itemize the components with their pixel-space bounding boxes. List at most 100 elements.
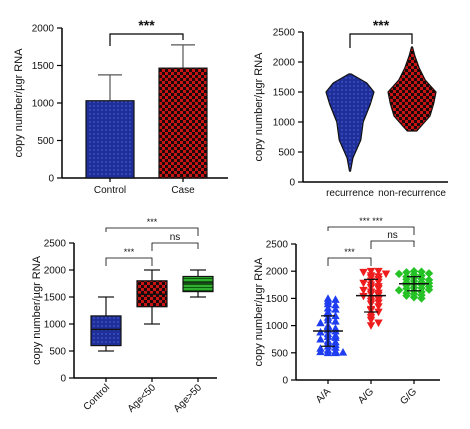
scatter-point <box>374 285 383 293</box>
y-tick-label: 2500 <box>273 28 296 39</box>
scatter-point <box>323 348 333 357</box>
x-tick-label: Control <box>94 185 126 196</box>
scatter-point <box>374 267 383 276</box>
scatter-point <box>424 269 434 278</box>
scatter-point <box>402 291 411 300</box>
scatter-point <box>323 303 333 312</box>
y-tick-label: 500 <box>271 348 288 359</box>
y-tick-label: 2500 <box>44 239 67 250</box>
violin-chart-panel: 0 500 1000 1500 2000 2500 copy number/µgr RNA r… <box>253 17 448 199</box>
scatter-point <box>374 308 383 317</box>
violin-shape <box>325 73 375 172</box>
x-tick-label: G/G <box>398 386 419 407</box>
significance-bracket <box>105 227 199 236</box>
scatter-point <box>331 295 340 303</box>
y-tick-label: 1000 <box>44 320 67 331</box>
scatter-point <box>331 305 340 313</box>
scatter-point <box>359 268 368 277</box>
significance-bracket <box>370 240 415 249</box>
y-axis-label: copy number/µgr RNA <box>13 48 25 158</box>
significance-stars: *** <box>344 247 355 257</box>
scatter-point <box>331 333 340 341</box>
y-tick-label: 500 <box>37 136 54 147</box>
scatter-point <box>323 309 333 317</box>
scatter-point <box>331 300 340 309</box>
scatter-point <box>409 293 419 302</box>
y-tick-label: 2000 <box>266 267 289 278</box>
x-tick-label: A/A <box>314 386 333 405</box>
y-tick-label: 1000 <box>266 321 289 332</box>
significance-bracket <box>109 33 184 46</box>
scatter-point <box>374 299 383 307</box>
scatter-point <box>374 319 383 328</box>
y-axis-label: copy number/µgr RNA <box>253 52 265 162</box>
ns-label: ns <box>170 232 181 243</box>
scatter-point <box>359 292 368 301</box>
x-tick-label: recurrence <box>326 188 374 199</box>
scatter-point <box>394 286 404 295</box>
y-tick-label: 2000 <box>44 266 67 277</box>
y-tick-label: 1000 <box>273 118 296 129</box>
y-tick-label: 2000 <box>273 58 296 69</box>
ns-label: ns <box>387 230 398 241</box>
scatter-point <box>394 269 404 279</box>
significance-stars: *** *** <box>359 216 383 226</box>
significance-stars: *** <box>147 217 158 227</box>
y-tick-label: 2500 <box>266 240 289 251</box>
violin-shape <box>387 46 437 132</box>
y-axis-label: copy number/µgr RNA <box>31 255 43 365</box>
bar <box>85 100 135 179</box>
scatter-point <box>366 316 376 325</box>
scatter-point <box>417 294 426 303</box>
bar <box>158 67 208 179</box>
significance-bracket <box>349 33 413 48</box>
x-tick-label: Age>50 <box>172 382 205 415</box>
scatter-point <box>402 268 411 277</box>
y-tick-label: 0 <box>48 174 54 185</box>
y-tick-label: 500 <box>49 347 66 358</box>
y-tick-label: 1000 <box>32 99 55 110</box>
y-tick-label: 2000 <box>32 24 55 35</box>
scatter-point <box>316 318 325 327</box>
significance-bracket <box>327 226 415 235</box>
y-tick-label: 0 <box>60 374 66 385</box>
scatter-point <box>359 279 368 288</box>
scatter-point <box>331 317 340 325</box>
scatter-point <box>366 267 376 276</box>
significance-bracket <box>327 257 372 266</box>
y-tick-label: 500 <box>278 148 295 159</box>
bar-chart-panel: 0 500 1000 1500 2000 copy number/µgr RNA Contr… <box>13 17 228 196</box>
scatter-point <box>316 347 325 356</box>
scatter-point <box>359 286 368 295</box>
scatter-point <box>323 299 333 308</box>
x-tick-label: non-recurrence <box>378 188 446 199</box>
y-tick-label: 1500 <box>44 293 67 304</box>
scatter-point <box>374 278 383 287</box>
scatter-point <box>381 270 391 279</box>
scatter-point <box>338 348 348 356</box>
box <box>90 315 122 347</box>
x-tick-label: Age<50 <box>126 382 159 415</box>
scatter-point <box>331 348 340 357</box>
y-tick-label: 0 <box>282 376 288 387</box>
scatter-point <box>331 311 340 320</box>
y-axis-label: copy number/µgr RNA <box>253 257 265 367</box>
scatter-point <box>424 285 434 294</box>
y-tick-label: 1500 <box>273 88 296 99</box>
y-tick-label: 1500 <box>266 294 289 305</box>
scatter-point <box>331 343 340 351</box>
scatter-point <box>316 335 325 343</box>
significance-stars: *** <box>373 17 390 33</box>
x-tick-label: Control <box>82 382 113 413</box>
x-tick-label: A/G <box>356 386 376 406</box>
x-tick-label: Case <box>171 185 195 196</box>
significance-bracket <box>151 242 199 251</box>
scatter-point <box>374 303 383 311</box>
significance-bracket <box>105 257 153 266</box>
box <box>182 275 214 293</box>
significance-stars: *** <box>138 17 155 33</box>
significance-stars: *** <box>124 247 135 257</box>
